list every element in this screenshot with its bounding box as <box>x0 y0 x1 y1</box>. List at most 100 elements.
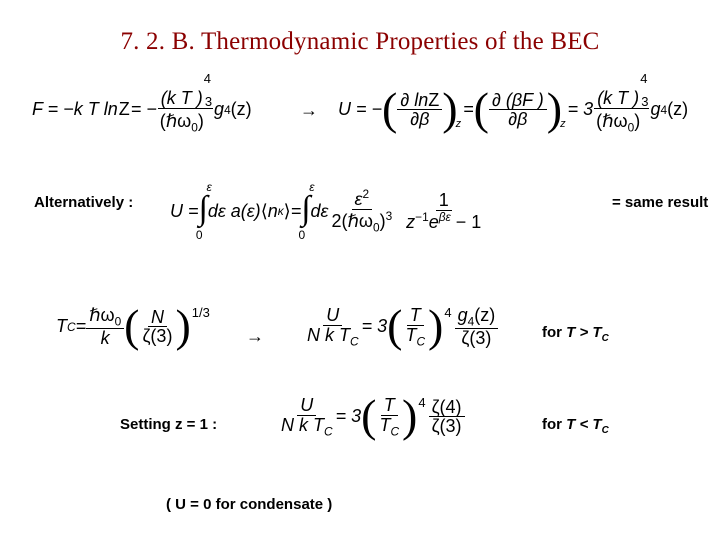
equation-F: F = −k T ln Z = − (k T )4 (ℏω0)3 g4 (z) <box>32 86 252 134</box>
lim0-1: 0 <box>196 228 203 242</box>
frac-g4zeta3: g4(z) ζ(3) <box>455 306 499 348</box>
g4a: g <box>214 99 224 120</box>
arrow-2: → <box>246 326 264 347</box>
paren-TTc: ( T TC ) <box>387 306 443 348</box>
arrow-1: → <box>300 100 318 121</box>
p4d: 4 <box>418 395 425 410</box>
NkT2: N k T <box>281 415 324 435</box>
frac-UNkTc2: U N k TC <box>278 396 336 438</box>
p4a: 4 <box>204 71 211 86</box>
zeta3b: ζ(3) <box>458 329 494 348</box>
dbeta1: ∂β <box>410 109 429 129</box>
sub-z1: z <box>456 118 462 130</box>
arrow-1-glyph: → <box>300 100 318 121</box>
p4c: 4 <box>444 305 451 320</box>
equation-U-over-NkTc: U N k TC = 3 ( T TC ) 4 g4(z) ζ(3) <box>304 306 498 348</box>
Csub2: C <box>350 334 359 348</box>
label-alternatively: Alternatively : <box>34 194 133 211</box>
int1: ∫ <box>199 190 208 228</box>
U-int: U = <box>170 201 199 222</box>
zeta4: ζ(4) <box>429 398 465 418</box>
title-text: 7. 2. B. Thermodynamic Properties of the… <box>120 28 599 55</box>
lt-sub: C <box>602 425 609 436</box>
s0d: 0 <box>115 315 122 329</box>
Tnum: T <box>407 306 424 326</box>
e: e <box>429 212 439 232</box>
Unum2: U <box>297 396 316 416</box>
frac-UNkTc: U N k TC <box>304 306 362 348</box>
lim0-2: 0 <box>299 228 306 242</box>
TC: T <box>56 316 67 337</box>
sub-z2: z <box>560 118 566 130</box>
two: 2 <box>331 211 341 231</box>
frac-kT4-hw03-b: (k T )4 (ℏω0)3 <box>593 86 650 134</box>
label-T-greater-TC: for T > TC <box>542 324 609 344</box>
TCeq: = <box>76 316 87 337</box>
label-condensate-note: ( U = 0 for condensate ) <box>166 496 332 513</box>
label-set-text: Setting z = 1 : <box>120 416 217 433</box>
s0a: 0 <box>191 120 198 134</box>
label-T-less-TC: for T < TC <box>542 416 609 436</box>
label-alt-text: Alternatively : <box>34 194 133 211</box>
equation-U-over-NkTc-z1: U N k TC = 3 ( T TC ) 4 ζ(4) ζ(3) <box>278 396 465 438</box>
Csub5: C <box>390 424 399 438</box>
s0c: 0 <box>373 221 380 235</box>
min1: − 1 <box>451 212 482 232</box>
paren-dlnZ: ( ∂ lnZ ∂β ) <box>382 91 458 130</box>
g4b: g <box>650 99 660 120</box>
arrow-2-glyph: → <box>246 326 264 347</box>
hw0: ℏω <box>89 305 114 325</box>
g4sub-b: 4 <box>660 103 667 117</box>
Csub: C <box>67 320 76 334</box>
dbeta2: ∂β <box>508 109 527 129</box>
hw03b: (ℏω <box>596 111 627 131</box>
frac-kT4-hw03: (k T )4 (ℏω0)3 <box>157 86 214 134</box>
rang: ⟩ <box>284 201 291 222</box>
eq3c: = 3 <box>336 406 362 427</box>
eq3b: = 3 <box>362 316 388 337</box>
third: 1/3 <box>192 305 210 320</box>
cp1: ) <box>198 111 204 131</box>
equation-TC: TC = ℏω0 k ( N ζ(3) ) 1/3 <box>56 306 209 348</box>
eq3: = 3 <box>568 99 594 120</box>
hw03c: (ℏω <box>341 211 372 231</box>
p3a: 3 <box>205 94 212 109</box>
paren-dBF: ( ∂ (βF ) ∂β ) <box>474 91 563 130</box>
paren-Nzeta: ( N ζ(3) ) <box>124 308 191 347</box>
p4b: 4 <box>640 71 647 86</box>
zc: (z) <box>474 305 495 325</box>
lang: ⟨ <box>261 201 268 222</box>
g4sub-a: 4 <box>224 103 231 117</box>
label-cond-text: ( U = 0 for condensate ) <box>166 496 332 513</box>
kT4b: (k T ) <box>597 88 639 108</box>
gt-sub: C <box>602 333 609 344</box>
lt-rel: T < T <box>566 416 601 433</box>
m1: −1 <box>415 210 429 224</box>
z-b: (z) <box>667 99 688 120</box>
label-same-text: = same result <box>612 194 708 211</box>
k: k <box>98 329 113 348</box>
Csub4: C <box>324 424 333 438</box>
eq-mid: = <box>463 99 474 120</box>
frac-eps2: ε2 2(ℏω0)3 <box>328 188 395 234</box>
F-lhs: F = −k T ln <box>32 99 118 120</box>
eq-minus: = − <box>131 99 157 120</box>
cp2: ) <box>634 111 640 131</box>
zinv: z <box>406 212 415 232</box>
label-setting-z: Setting z = 1 : <box>120 416 217 433</box>
beexp: βε <box>439 210 451 224</box>
frac-zeta4zeta3: ζ(4) ζ(3) <box>429 398 465 437</box>
Tnum2: T <box>381 396 398 416</box>
equation-U: U = − ( ∂ lnZ ∂β ) z = ( ∂ (βF ) ∂β ) z … <box>338 86 688 134</box>
Tden: T <box>405 325 416 345</box>
int2: ∫ <box>301 190 310 228</box>
label-same-result: = same result <box>612 194 708 211</box>
equation-U-integral: U = ε ∫ 0 dε a(ε) ⟨nκ⟩ = ε ∫ 0 dε ε2 2(ℏ… <box>170 178 484 244</box>
NkT: N k T <box>307 325 350 345</box>
Tden2: T <box>379 415 390 435</box>
eq-s2: = <box>291 201 302 222</box>
z-a: (z) <box>231 99 252 120</box>
frac-bose: 1 z−1eβε − 1 <box>403 191 484 232</box>
Z2: Z <box>428 90 439 110</box>
p3c: 3 <box>386 209 393 223</box>
